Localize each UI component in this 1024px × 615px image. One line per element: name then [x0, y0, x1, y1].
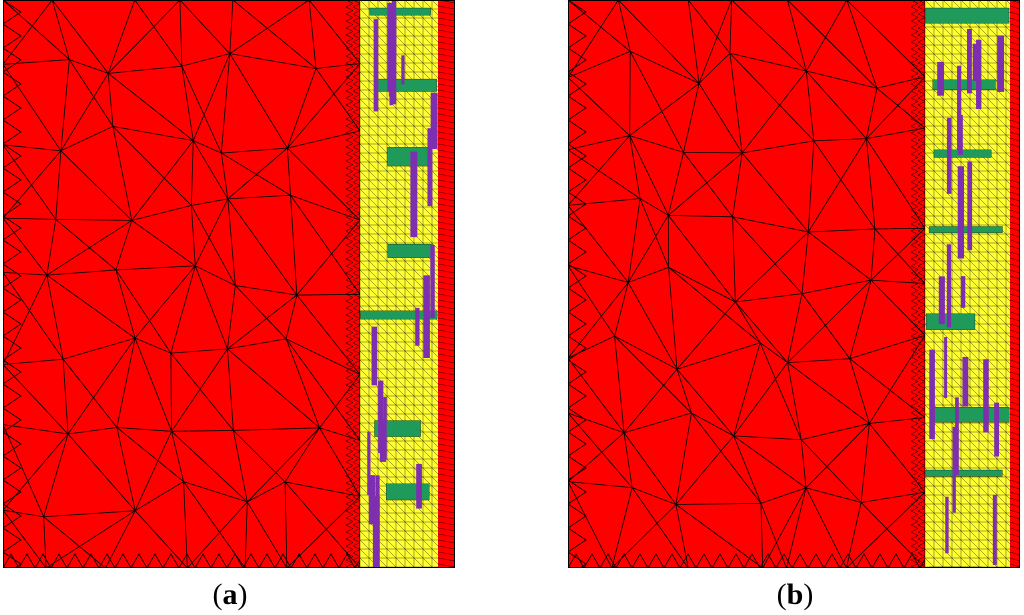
purple-inclusion	[946, 117, 952, 194]
green-inclusion	[360, 310, 438, 320]
purple-inclusion	[929, 349, 935, 440]
purple-inclusion	[388, 28, 395, 97]
right-edge-region	[438, 0, 455, 568]
green-inclusion	[932, 79, 996, 90]
green-inclusion	[385, 483, 430, 501]
purple-inclusion	[416, 463, 422, 509]
right-edge-mesh	[437, 0, 455, 568]
purple-inclusion	[957, 166, 965, 259]
purple-inclusion	[955, 397, 959, 475]
purple-inclusion	[937, 61, 945, 96]
purple-inclusion	[944, 337, 948, 399]
right-edge-mesh-path	[1009, 0, 1020, 568]
purple-inclusion	[383, 397, 387, 460]
purple-inclusion	[378, 380, 384, 454]
mesh-diagram-a	[3, 0, 455, 568]
panel-b	[568, 0, 1020, 568]
purple-inclusion	[368, 475, 376, 525]
purple-inclusion	[375, 475, 380, 507]
purple-inclusion	[958, 114, 963, 155]
purple-inclusion	[976, 39, 982, 110]
mesh-diagram-b	[568, 0, 1020, 568]
purple-inclusion	[373, 19, 379, 112]
panel-border	[3, 0, 455, 568]
right-edge-region	[1010, 0, 1020, 568]
coarse-mesh-path	[3, 0, 372, 568]
purple-inclusion	[983, 359, 989, 433]
panel-a	[3, 0, 455, 568]
purple-inclusion	[946, 244, 952, 328]
purple-inclusion	[997, 35, 1005, 92]
purple-inclusion	[401, 55, 405, 85]
purple-inclusion	[367, 432, 371, 496]
purple-inclusion	[992, 494, 997, 565]
green-inclusion	[928, 226, 1003, 233]
green-inclusion	[387, 243, 433, 258]
green-inclusion	[925, 7, 1010, 24]
purple-inclusion	[410, 151, 418, 238]
purple-inclusion	[966, 28, 972, 94]
purple-inclusion	[952, 426, 956, 513]
panel-border	[568, 0, 1020, 568]
purple-inclusion	[415, 307, 420, 346]
green-inclusion	[925, 469, 1003, 477]
purple-inclusion	[972, 43, 978, 81]
coarse-mesh	[568, 0, 937, 568]
purple-inclusion	[391, 0, 397, 53]
coarse-mesh-path	[568, 0, 937, 568]
coarse-mesh	[3, 0, 372, 568]
green-inclusion	[376, 78, 437, 92]
purple-inclusion	[430, 244, 435, 319]
green-inclusion	[387, 147, 433, 167]
purple-inclusion	[962, 356, 969, 407]
purple-inclusion	[430, 92, 438, 149]
purple-inclusion	[957, 65, 962, 151]
right-edge-mesh-path	[437, 0, 455, 568]
purple-inclusion	[945, 496, 949, 554]
purple-inclusion	[372, 496, 380, 568]
caption-a-label: a	[222, 578, 238, 611]
purple-inclusion	[371, 326, 378, 386]
green-inclusion	[369, 7, 431, 16]
purple-inclusion	[960, 276, 966, 308]
purple-inclusion	[938, 276, 945, 325]
purple-inclusion	[994, 402, 1000, 457]
caption-b-label: b	[786, 578, 804, 611]
purple-inclusion	[967, 161, 973, 251]
caption-a: (a)	[212, 578, 248, 611]
right-edge-mesh	[1009, 0, 1020, 568]
purple-inclusion	[423, 275, 430, 358]
purple-inclusion	[427, 128, 433, 207]
caption-b: (b)	[776, 578, 814, 611]
